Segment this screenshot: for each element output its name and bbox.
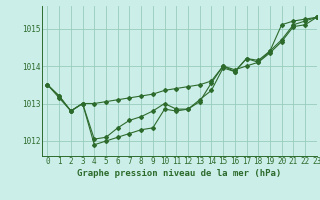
X-axis label: Graphe pression niveau de la mer (hPa): Graphe pression niveau de la mer (hPa) [77,169,281,178]
